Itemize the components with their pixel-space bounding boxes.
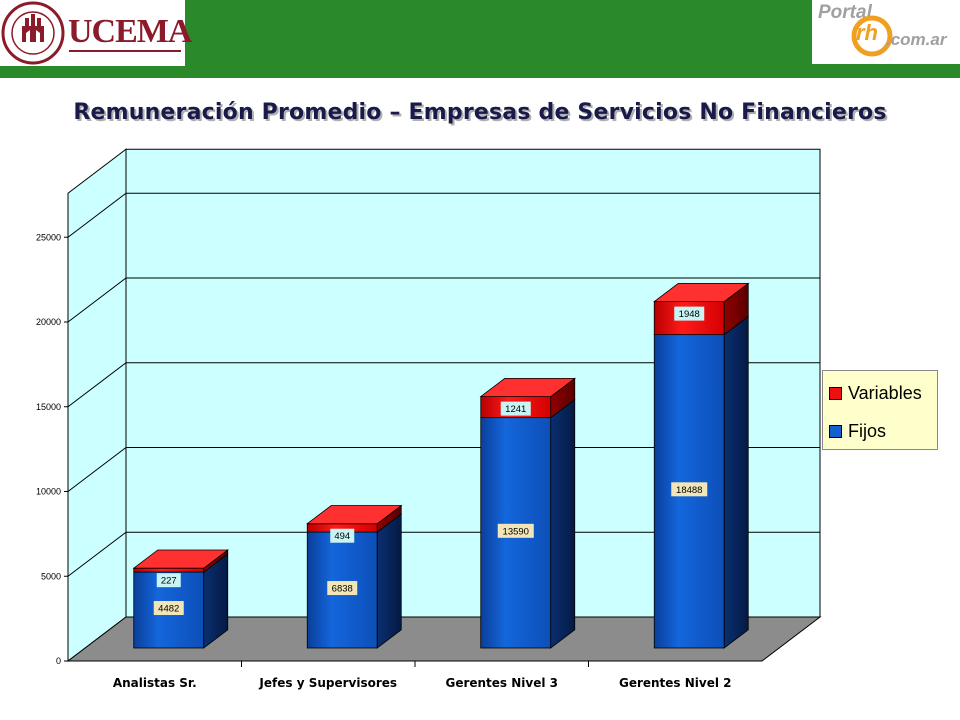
data-label-variables-bg — [330, 528, 355, 543]
legend-swatch-variables — [829, 386, 842, 400]
gridline — [67, 277, 820, 323]
bar-variables-top — [479, 378, 576, 398]
data-label-variables: 1948 — [674, 306, 705, 321]
legend-swatch-fijos — [829, 424, 842, 438]
bar-fijos-side — [723, 315, 749, 649]
bar-variables-top — [653, 283, 750, 303]
legend-item-variables: Variables — [829, 383, 922, 403]
chart-legend: Variables Fijos — [822, 370, 938, 450]
gridline — [67, 362, 820, 408]
bar-fijos-side — [550, 398, 576, 649]
data-label-fijos-text: 13590 — [503, 526, 529, 537]
data-label-variables: 227 — [156, 573, 181, 588]
rh-logo-mark: rh — [856, 20, 878, 45]
x-tick-label: Gerentes Nivel 3 — [445, 676, 558, 690]
data-label-variables: 494 — [330, 528, 355, 543]
data-label-fijos-text: 4482 — [158, 604, 179, 615]
gridline — [67, 447, 820, 492]
ucema-logo-text: UCEMA — [68, 13, 192, 50]
legend-item-fijos: Fijos — [829, 421, 886, 441]
data-label-variables: 1241 — [500, 401, 531, 416]
x-tick-label: Gerentes Nivel 2 — [619, 676, 732, 690]
bar-variables-top — [132, 549, 229, 569]
y-tick-label: 20000 — [36, 317, 61, 327]
data-label-fijos-text: 18488 — [676, 485, 702, 496]
data-label-fijos-bg — [153, 601, 184, 616]
ucema-logo: UCEMA — [0, 0, 192, 66]
legend-label-variables: Variables — [848, 382, 922, 403]
y-tick-label: 0 — [56, 656, 61, 666]
data-label-variables-bg — [156, 573, 181, 588]
data-label-fijos: 18488 — [671, 482, 708, 497]
data-label-fijos-bg — [497, 523, 534, 538]
rh-swoosh-icon — [851, 15, 893, 57]
data-label-variables-bg — [500, 401, 531, 416]
bar-variables-top — [306, 505, 403, 525]
data-label-fijos-bg — [671, 482, 708, 497]
ucema-seal-icon — [1, 1, 65, 65]
data-label-fijos: 6838 — [327, 581, 358, 596]
data-label-fijos: 4482 — [153, 601, 184, 616]
portal-logo-domain: .com.ar — [886, 30, 947, 49]
legend-label-fijos: Fijos — [848, 420, 887, 441]
y-tick-label: 10000 — [36, 487, 61, 497]
data-label-variables-text: 494 — [334, 531, 350, 542]
data-label-fijos-bg — [327, 581, 358, 596]
data-label-variables-text: 1948 — [679, 309, 700, 320]
bar-fijos-side — [376, 513, 402, 649]
data-label-variables-text: 1241 — [505, 404, 526, 415]
ucema-underline — [69, 50, 181, 52]
y-tick-label: 15000 — [36, 402, 61, 412]
bar-variables — [133, 567, 205, 573]
portal-logo-text: Portal — [818, 2, 872, 23]
gridline — [67, 192, 820, 238]
data-label-variables-bg — [674, 306, 705, 321]
y-tick-label: 25000 — [36, 232, 61, 242]
gridline — [67, 531, 820, 577]
data-label-fijos-text: 6838 — [332, 584, 353, 595]
chart-side-wall — [67, 148, 127, 663]
data-label-variables-text: 227 — [161, 576, 177, 587]
y-tick-label: 5000 — [41, 571, 61, 581]
data-label-fijos: 13590 — [497, 523, 534, 538]
x-tick-label: Jefes y Supervisores — [258, 676, 397, 690]
portal-rh-logo: Portal rh .com.ar — [812, 0, 960, 64]
page-title: Remuneración Promedio – Empresas de Serv… — [73, 100, 887, 125]
x-tick-label: Analistas Sr. — [113, 676, 197, 690]
